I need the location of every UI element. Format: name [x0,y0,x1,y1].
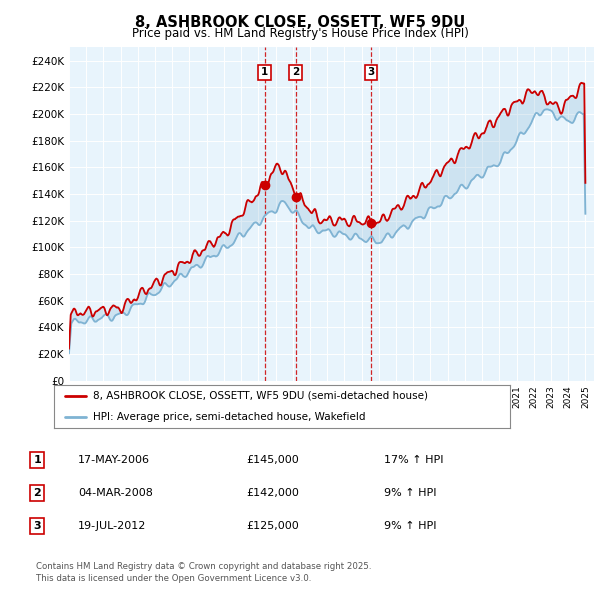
Text: 19-JUL-2012: 19-JUL-2012 [78,522,146,531]
Text: 8, ASHBROOK CLOSE, OSSETT, WF5 9DU: 8, ASHBROOK CLOSE, OSSETT, WF5 9DU [135,15,465,30]
Text: 3: 3 [367,67,375,77]
Text: 1: 1 [261,67,268,77]
Text: 3: 3 [34,522,41,531]
Text: 9% ↑ HPI: 9% ↑ HPI [384,488,437,497]
Text: 8, ASHBROOK CLOSE, OSSETT, WF5 9DU (semi-detached house): 8, ASHBROOK CLOSE, OSSETT, WF5 9DU (semi… [93,391,428,401]
Text: 17% ↑ HPI: 17% ↑ HPI [384,455,443,465]
Text: HPI: Average price, semi-detached house, Wakefield: HPI: Average price, semi-detached house,… [93,412,365,422]
Text: Contains HM Land Registry data © Crown copyright and database right 2025.: Contains HM Land Registry data © Crown c… [36,562,371,571]
Text: 04-MAR-2008: 04-MAR-2008 [78,488,153,497]
Text: This data is licensed under the Open Government Licence v3.0.: This data is licensed under the Open Gov… [36,574,311,583]
Text: 2: 2 [34,488,41,497]
Text: Price paid vs. HM Land Registry's House Price Index (HPI): Price paid vs. HM Land Registry's House … [131,27,469,40]
Text: £145,000: £145,000 [246,455,299,465]
Text: 2: 2 [292,67,299,77]
Text: £125,000: £125,000 [246,522,299,531]
Text: £142,000: £142,000 [246,488,299,497]
Text: 17-MAY-2006: 17-MAY-2006 [78,455,150,465]
Text: 1: 1 [34,455,41,465]
Text: 9% ↑ HPI: 9% ↑ HPI [384,522,437,531]
